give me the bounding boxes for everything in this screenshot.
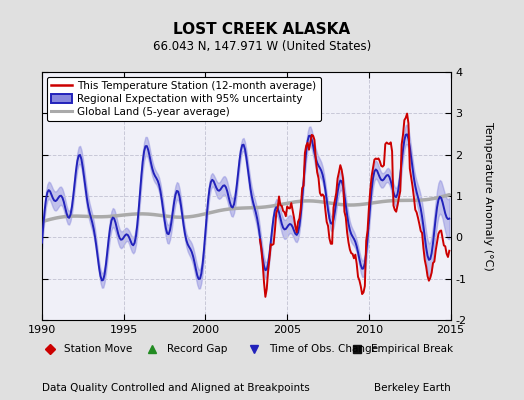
Text: LOST CREEK ALASKA: LOST CREEK ALASKA [173, 22, 351, 37]
Text: Empirical Break: Empirical Break [371, 344, 453, 354]
Text: Station Move: Station Move [64, 344, 133, 354]
Legend: This Temperature Station (12-month average), Regional Expectation with 95% uncer: This Temperature Station (12-month avera… [47, 77, 321, 121]
Text: Berkeley Earth: Berkeley Earth [374, 383, 451, 393]
Text: 66.043 N, 147.971 W (United States): 66.043 N, 147.971 W (United States) [153, 40, 371, 53]
Y-axis label: Temperature Anomaly (°C): Temperature Anomaly (°C) [483, 122, 493, 270]
Text: Time of Obs. Change: Time of Obs. Change [269, 344, 378, 354]
Text: Record Gap: Record Gap [167, 344, 227, 354]
Text: Data Quality Controlled and Aligned at Breakpoints: Data Quality Controlled and Aligned at B… [42, 383, 310, 393]
